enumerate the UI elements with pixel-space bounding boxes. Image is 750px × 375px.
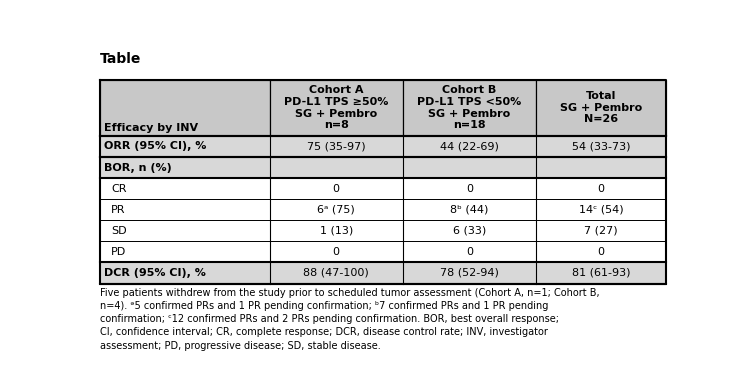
Text: BOR, n (%): BOR, n (%) [104,163,172,172]
Text: 7 (27): 7 (27) [584,226,618,236]
Text: 0: 0 [333,247,340,257]
Text: CR: CR [111,184,127,194]
FancyBboxPatch shape [536,242,666,262]
Text: 6 (33): 6 (33) [453,226,486,236]
Text: Total
SG + Pembro
N=26: Total SG + Pembro N=26 [560,91,642,124]
FancyBboxPatch shape [403,157,536,178]
Text: 88 (47-100): 88 (47-100) [303,268,369,278]
FancyBboxPatch shape [536,178,666,199]
FancyBboxPatch shape [269,220,403,242]
Text: Cohort A
PD-L1 TPS ≥50%
SG + Pembro
n=8: Cohort A PD-L1 TPS ≥50% SG + Pembro n=8 [284,86,388,130]
Text: 0: 0 [598,184,604,194]
FancyBboxPatch shape [269,136,403,157]
Text: Table: Table [100,52,141,66]
FancyBboxPatch shape [403,199,536,220]
Text: 0: 0 [466,184,472,194]
FancyBboxPatch shape [100,242,269,262]
FancyBboxPatch shape [100,178,269,199]
FancyBboxPatch shape [269,262,403,284]
Text: PR: PR [111,205,126,215]
FancyBboxPatch shape [536,262,666,284]
Text: 8ᵇ (44): 8ᵇ (44) [450,205,488,215]
Text: 6ᵃ (75): 6ᵃ (75) [317,205,355,215]
Text: Efficacy by INV: Efficacy by INV [104,123,198,133]
FancyBboxPatch shape [100,157,269,178]
FancyBboxPatch shape [269,242,403,262]
FancyBboxPatch shape [536,220,666,242]
FancyBboxPatch shape [403,136,536,157]
FancyBboxPatch shape [403,242,536,262]
Text: 44 (22-69): 44 (22-69) [440,141,499,152]
Text: DCR (95% CI), %: DCR (95% CI), % [104,268,206,278]
FancyBboxPatch shape [269,157,403,178]
FancyBboxPatch shape [269,199,403,220]
Text: 81 (61-93): 81 (61-93) [572,268,630,278]
FancyBboxPatch shape [403,178,536,199]
FancyBboxPatch shape [100,136,269,157]
FancyBboxPatch shape [269,80,403,136]
Text: 0: 0 [466,247,472,257]
Text: Cohort B
PD-L1 TPS <50%
SG + Pembro
n=18: Cohort B PD-L1 TPS <50% SG + Pembro n=18 [417,86,521,130]
FancyBboxPatch shape [536,136,666,157]
Text: PD: PD [111,247,127,257]
Text: ORR (95% CI), %: ORR (95% CI), % [104,141,206,152]
Text: 1 (13): 1 (13) [320,226,352,236]
FancyBboxPatch shape [403,262,536,284]
FancyBboxPatch shape [269,178,403,199]
Text: Five patients withdrew from the study prior to scheduled tumor assessment (Cohor: Five patients withdrew from the study pr… [100,288,599,351]
FancyBboxPatch shape [100,220,269,242]
Text: 54 (33-73): 54 (33-73) [572,141,630,152]
Text: 78 (52-94): 78 (52-94) [440,268,499,278]
FancyBboxPatch shape [403,220,536,242]
Text: 0: 0 [333,184,340,194]
FancyBboxPatch shape [100,80,269,136]
Text: 14ᶜ (54): 14ᶜ (54) [579,205,623,215]
FancyBboxPatch shape [536,199,666,220]
Text: 75 (35-97): 75 (35-97) [307,141,365,152]
FancyBboxPatch shape [536,157,666,178]
FancyBboxPatch shape [100,199,269,220]
Text: SD: SD [111,226,127,236]
FancyBboxPatch shape [403,80,536,136]
FancyBboxPatch shape [536,80,666,136]
Text: 0: 0 [598,247,604,257]
FancyBboxPatch shape [100,262,269,284]
